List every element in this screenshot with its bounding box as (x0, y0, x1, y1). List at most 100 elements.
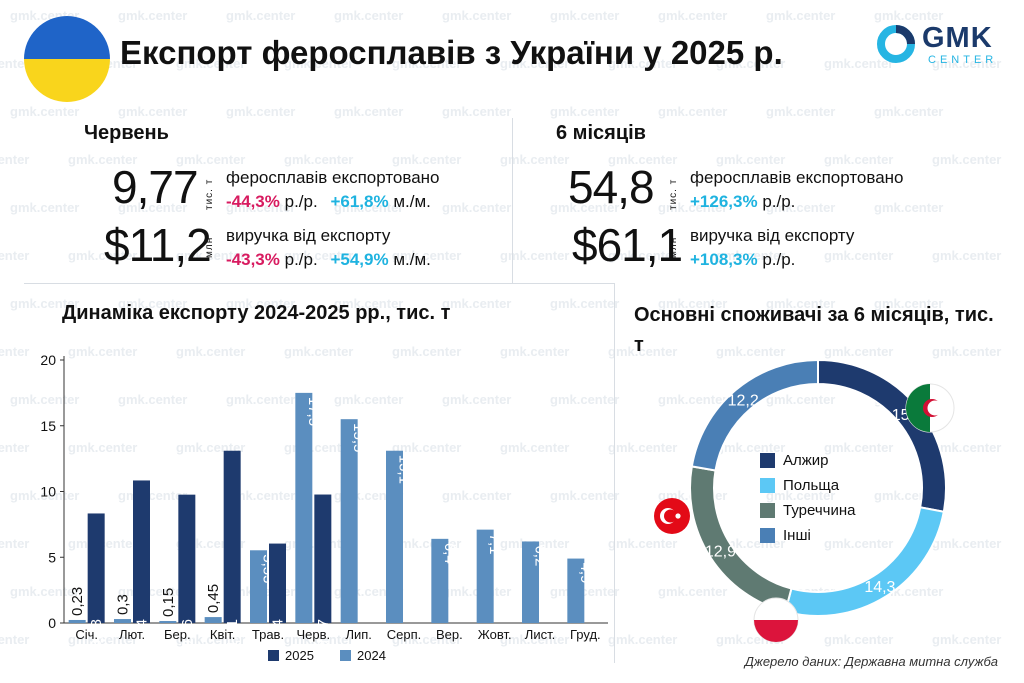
watermark-text: gmk.center (824, 248, 894, 263)
watermark-text: gmk.center (392, 248, 462, 263)
watermark-text: gmk.center (284, 56, 354, 71)
june-volume-mom: +61,8% (330, 192, 389, 211)
watermark-text: gmk.center (10, 200, 80, 215)
watermark-text: gmk.center (68, 152, 138, 167)
bar-2024 (114, 619, 131, 623)
watermark-text: gmk.center (608, 248, 678, 263)
watermark-text: gmk.center (226, 392, 296, 407)
june-volume-yoy: -44,3% (226, 192, 280, 211)
x-tick-label: Січ. (75, 627, 98, 642)
bar-label-2024: 6,4 (441, 543, 458, 564)
six-months-label: 6 місяців (556, 122, 646, 144)
watermark-text: gmk.center (0, 632, 30, 647)
bar-label-2024: 13,1 (396, 455, 413, 484)
bar-label-2024: 7,1 (486, 534, 503, 555)
bar-2025 (223, 450, 241, 623)
donut-slice-other (690, 358, 819, 472)
bar-2024 (522, 541, 539, 623)
y-tick-label: 20 (40, 352, 56, 368)
watermark-text: gmk.center (442, 488, 512, 503)
watermark-text: gmk.center (118, 200, 188, 215)
charts-divider (614, 283, 615, 663)
bar-2024 (204, 617, 222, 623)
watermark-text: gmk.center (118, 296, 188, 311)
legend-turkey: Туреччина (760, 498, 855, 523)
june-volume-changes: -44,3% р./р. +61,8% м./м. (226, 192, 431, 212)
watermark-text: gmk.center (176, 344, 246, 359)
watermark-text: gmk.center (10, 104, 80, 119)
watermark-text: gmk.center (766, 488, 836, 503)
legend-swatch-turkey (760, 503, 775, 518)
june-revenue-mom: +54,9% (330, 250, 389, 269)
watermark-text: gmk.center (176, 632, 246, 647)
watermark-text: gmk.center (608, 344, 678, 359)
watermark-text: gmk.center (10, 392, 80, 407)
watermark-text: gmk.center (550, 200, 620, 215)
watermark-text: gmk.center (716, 56, 786, 71)
legend-label-2025: 2025 (285, 648, 314, 663)
x-tick-label: Лист. (525, 627, 555, 642)
legend-algeria: Алжир (760, 448, 855, 473)
gmk-center-logo: GMK CENTER (876, 22, 1006, 68)
bar-2024 (476, 529, 494, 623)
watermark-text: gmk.center (824, 632, 894, 647)
watermark-text: gmk.center (0, 440, 30, 455)
bar-2025 (269, 543, 286, 623)
watermark-text: gmk.center (500, 440, 570, 455)
bar-chart-title: Динаміка експорту 2024-2025 рр., тис. т (62, 302, 451, 324)
watermark-text: gmk.center (658, 584, 728, 599)
x-tick-label: Вер. (436, 627, 463, 642)
watermark-text: gmk.center (824, 344, 894, 359)
watermark-text: gmk.center (334, 200, 404, 215)
bar-2024 (159, 621, 177, 623)
bar-label-2025: 8,33 (88, 619, 105, 648)
logo-name: GMK (922, 22, 993, 54)
watermark-text: gmk.center (932, 152, 1002, 167)
watermark-text: gmk.center (550, 296, 620, 311)
watermark-text: gmk.center (68, 440, 138, 455)
bar-2024 (567, 558, 585, 623)
legend-label-turkey: Туреччина (783, 502, 856, 519)
legend-swatch-2024 (340, 650, 351, 661)
june-volume-yoy-suffix: р./р. (284, 192, 318, 211)
page-title: Експорт феросплавів з України у 2025 р. (120, 34, 783, 71)
watermark-text: gmk.center (0, 152, 30, 167)
y-tick-label: 15 (40, 418, 56, 434)
x-tick-label: Квіт. (210, 627, 236, 642)
watermark-text: gmk.center (334, 104, 404, 119)
watermark-text: gmk.center (932, 440, 1002, 455)
watermark-text: gmk.center (932, 536, 1002, 551)
watermark-text: gmk.center (658, 8, 728, 23)
bar-label-2024: 17,5 (305, 397, 322, 426)
watermark-text: gmk.center (176, 152, 246, 167)
donut-label: 14,3 (864, 579, 895, 596)
watermark-text: gmk.center (932, 632, 1002, 647)
logo-ring-icon (877, 25, 915, 63)
watermark-text: gmk.center (550, 488, 620, 503)
x-tick-label: Серп. (387, 627, 422, 642)
legend-swatch-other (760, 528, 775, 543)
watermark-text: gmk.center (608, 440, 678, 455)
june-revenue-yoy-suffix: р./р. (284, 250, 318, 269)
watermark-text: gmk.center (824, 152, 894, 167)
six-months-volume-changes: +126,3% р./р. (690, 192, 795, 212)
watermark-text: gmk.center (284, 344, 354, 359)
watermark-text: gmk.center (874, 104, 944, 119)
bar-2025 (87, 513, 105, 623)
bar-label-2024: 0,23 (69, 587, 86, 616)
watermark-text: gmk.center (176, 248, 246, 263)
legend-label-algeria: Алжир (783, 452, 829, 469)
legend-label-2024: 2024 (357, 648, 386, 663)
watermark-text: gmk.center (766, 392, 836, 407)
legend-poland: Польща (760, 473, 855, 498)
watermark-text: gmk.center (658, 296, 728, 311)
x-tick-label: Лип. (345, 627, 371, 642)
x-tick-label: Груд. (570, 627, 601, 642)
six-months-revenue-changes: +108,3% р./р. (690, 250, 795, 270)
bar-2025 (178, 494, 196, 623)
watermark-text: gmk.center (550, 104, 620, 119)
six-months-revenue-desc: виручка від експорту (690, 226, 855, 245)
watermark-text: gmk.center (442, 200, 512, 215)
june-revenue-changes: -43,3% р./р. +54,9% м./м. (226, 250, 431, 270)
x-tick-label: Трав. (252, 627, 284, 642)
